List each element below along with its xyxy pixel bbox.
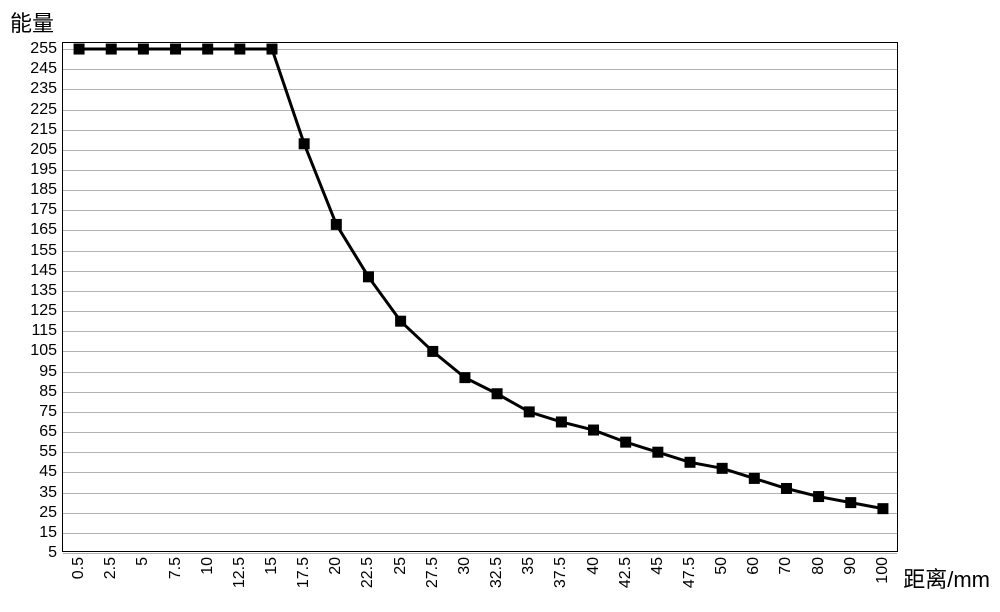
data-marker [588,425,599,436]
data-marker [620,437,631,448]
y-axis-title: 能量 [10,6,54,38]
y-tick-label: 195 [30,161,57,179]
x-tick-label: 10 [199,557,217,575]
x-tick-label: 100 [874,557,892,584]
data-marker [749,473,760,484]
x-tick-label: 7.5 [167,557,185,579]
x-tick-label: 2.5 [102,557,120,579]
x-tick-label: 35 [520,557,538,575]
x-tick-label: 0.5 [70,557,88,579]
x-tick-label: 47.5 [681,557,699,588]
y-tick-label: 185 [30,181,57,199]
y-tick-label: 55 [39,443,57,461]
data-marker [427,346,438,357]
x-tick-label: 15 [263,557,281,575]
data-marker [845,497,856,508]
y-tick-label: 135 [30,282,57,300]
data-marker [170,44,181,55]
y-tick-label: 155 [30,242,57,260]
data-marker [138,44,149,55]
data-marker [813,491,824,502]
data-marker [781,483,792,494]
y-tick-label: 65 [39,423,57,441]
y-tick-label: 225 [30,101,57,119]
x-tick-label: 60 [745,557,763,575]
y-tick-label: 215 [30,121,57,139]
x-tick-label: 50 [713,557,731,575]
y-tick-label: 75 [39,403,57,421]
data-marker [74,44,85,55]
data-marker [685,457,696,468]
data-marker [299,138,310,149]
x-tick-label: 70 [777,557,795,575]
y-tick-label: 125 [30,302,57,320]
plot-area: 5152535455565758595105115125135145155165… [62,42,898,552]
data-marker [459,372,470,383]
y-tick-label: 175 [30,201,57,219]
data-marker [717,463,728,474]
data-marker [395,316,406,327]
y-tick-label: 5 [48,544,57,562]
data-marker [524,406,535,417]
y-tick-label: 205 [30,141,57,159]
data-marker [556,416,567,427]
y-tick-label: 235 [30,80,57,98]
y-tick-label: 145 [30,262,57,280]
grid-line [63,553,897,554]
y-tick-label: 95 [39,363,57,381]
x-tick-label: 27.5 [424,557,442,588]
x-tick-label: 17.5 [295,557,313,588]
data-marker [652,447,663,458]
data-marker [234,44,245,55]
y-tick-label: 105 [30,342,57,360]
y-tick-label: 35 [39,484,57,502]
chart-container: 能量 距离/mm 5152535455565758595105115125135… [0,0,1000,612]
x-tick-label: 42.5 [617,557,635,588]
line-series [63,43,899,553]
y-tick-label: 245 [30,60,57,78]
x-tick-label: 90 [842,557,860,575]
x-tick-label: 40 [585,557,603,575]
x-tick-label: 37.5 [552,557,570,588]
x-tick-label: 45 [649,557,667,575]
x-tick-label: 80 [810,557,828,575]
y-tick-label: 85 [39,383,57,401]
x-tick-label: 25 [392,557,410,575]
data-marker [877,503,888,514]
x-tick-label: 22.5 [359,557,377,588]
y-tick-label: 255 [30,40,57,58]
data-marker [492,388,503,399]
y-tick-label: 115 [31,322,57,340]
x-tick-label: 12.5 [231,557,249,588]
x-tick-label: 5 [134,557,152,566]
data-marker [331,219,342,230]
data-line [79,49,883,509]
x-tick-label: 32.5 [488,557,506,588]
x-tick-label: 20 [327,557,345,575]
x-axis-title: 距离/mm [903,562,990,594]
data-marker [202,44,213,55]
y-tick-label: 45 [39,463,57,481]
x-tick-label: 30 [456,557,474,575]
y-tick-label: 165 [30,221,57,239]
data-marker [106,44,117,55]
data-marker [363,271,374,282]
y-tick-label: 25 [39,504,57,522]
data-marker [267,44,278,55]
y-tick-label: 15 [39,524,57,542]
